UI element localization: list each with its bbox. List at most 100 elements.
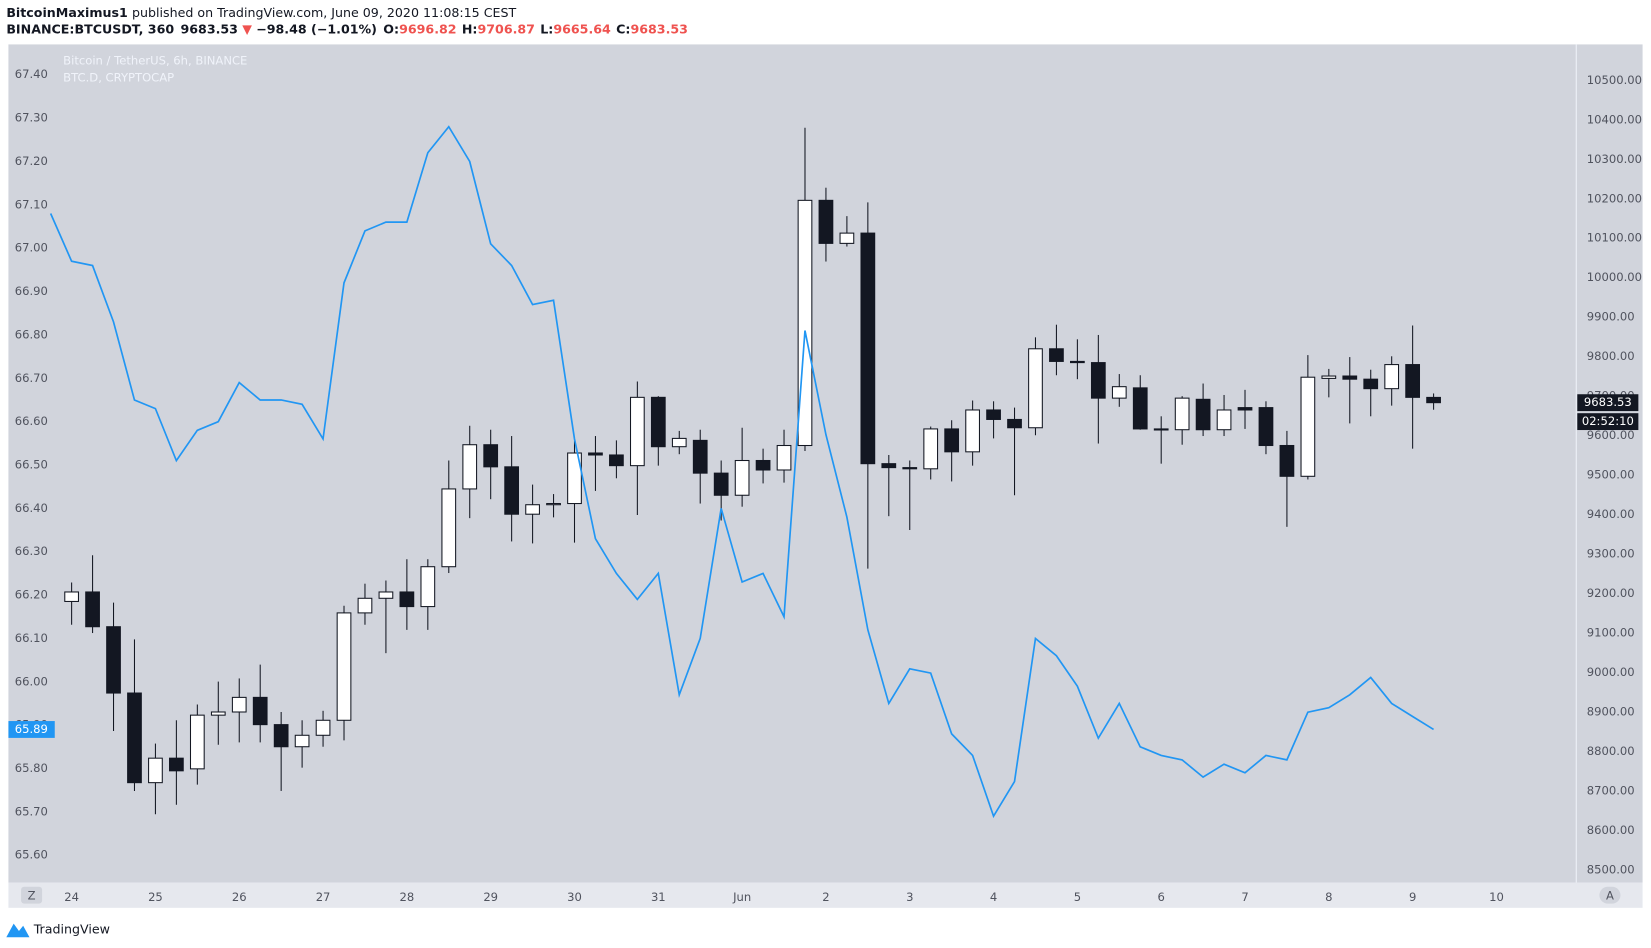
y-tick-label: 66.50 [15,457,48,471]
x-tick-label: 29 [483,890,498,904]
candle-body [231,696,247,713]
candle-body [399,591,415,608]
y2-tick-label: 9000.00 [1587,665,1635,679]
chart-pane [8,44,1643,883]
x-tick-label: 24 [64,890,79,904]
candle-body [692,439,708,474]
candle-body [85,591,100,628]
change: −98.48 (−1.01%) [256,21,377,36]
candle-body [1237,407,1253,411]
candle-body [567,452,582,505]
candle-body [860,232,876,465]
y-tick-label: 66.30 [15,544,48,558]
ohlc-label: C: [616,21,630,36]
candle-body [1174,397,1190,431]
ohlc-value: 9706.87 [477,21,535,36]
y-tick-label: 66.10 [15,631,48,645]
dominance-value-label: 65.89 [15,722,48,736]
candle-body [378,591,394,599]
x-tick-label: 9 [1409,890,1416,904]
x-tick-label: 26 [232,890,247,904]
candle-body [1132,387,1148,430]
candle-body [629,396,645,467]
x-tick-label: 6 [1158,890,1165,904]
candle-body [1363,378,1379,390]
y-tick-label: 67.40 [15,67,48,81]
candle-body [839,232,855,244]
y2-tick-label: 8600.00 [1587,823,1635,837]
price: 9683.53 [180,21,238,36]
candle-body [483,444,499,468]
candle-body [1049,348,1064,362]
candle-body [148,757,163,784]
ohlc-value: 9696.82 [399,21,457,36]
y-tick-label: 65.60 [15,848,48,862]
candle-body [755,459,771,471]
y2-tick-label: 10000.00 [1587,270,1642,284]
candle-body [1195,398,1211,431]
brand-logo [6,923,30,938]
candle-body [713,472,729,496]
y2-tick-label: 9600.00 [1587,428,1635,442]
y-tick-label: 66.80 [15,327,48,341]
y2-tick-label: 10400.00 [1587,112,1642,126]
candle-body [902,467,918,470]
candle-body [294,734,310,748]
candle-body [462,444,478,490]
candle-body [252,696,268,726]
y2-tick-label: 9500.00 [1587,468,1635,482]
x-tick-label: 30 [567,890,582,904]
y2-tick-label: 9100.00 [1587,626,1635,640]
scale-right-label[interactable]: A [1606,889,1614,903]
candle-body [986,409,1001,420]
y-tick-label: 66.70 [15,371,48,385]
candle-body [1216,409,1232,431]
brand[interactable]: TradingView [33,921,110,936]
candle-body [127,692,142,784]
candle-body [1258,407,1274,447]
ohlc-label: O: [383,21,399,36]
candle-body [965,409,980,453]
candle-body [525,504,540,515]
author[interactable]: BitcoinMaximus1 [6,4,127,19]
auto-scale-button[interactable] [1599,886,1621,904]
candle-body [420,566,436,608]
countdown-label: 02:52:10 [1582,414,1634,428]
candle-body [1321,375,1337,379]
y-tick-label: 67.10 [15,197,48,211]
candle-body [609,454,624,467]
y2-tick-label: 10500.00 [1587,73,1642,87]
y2-tick-label: 9400.00 [1587,507,1635,521]
y2-tick-label: 8700.00 [1587,783,1635,797]
scale-button[interactable] [21,886,43,904]
published: published on TradingView.com, June 09, 2… [132,4,517,19]
x-tick-label: 25 [148,890,163,904]
y-tick-label: 66.00 [15,674,48,688]
candle-body [357,597,373,614]
plot [49,125,1441,819]
ohlc-label: L: [540,21,553,36]
x-tick-label: 27 [316,890,331,904]
y2-tick-label: 10100.00 [1587,231,1642,245]
candle-body [336,612,352,721]
y2-tick-label: 9800.00 [1587,349,1635,363]
y-tick-label: 67.30 [15,111,48,125]
candle-body [923,428,939,470]
x-tick-label: 7 [1241,890,1248,904]
scale-left-label[interactable]: Z [28,889,36,903]
y2-tick-label: 8500.00 [1587,862,1635,876]
x-tick-label: 4 [990,890,997,904]
candle-body [1279,444,1295,477]
candle-body [1028,348,1043,429]
y2-tick-label: 10200.00 [1587,191,1642,205]
candle-body [273,724,289,748]
candle-body [734,459,750,496]
candle-body [106,626,121,694]
candle-body [671,437,687,448]
x-tick-label: 31 [651,890,666,904]
candle-body [650,396,666,448]
candle-body [315,719,331,736]
dominance-value-box [8,721,55,738]
ohlc-label: H: [462,21,478,36]
